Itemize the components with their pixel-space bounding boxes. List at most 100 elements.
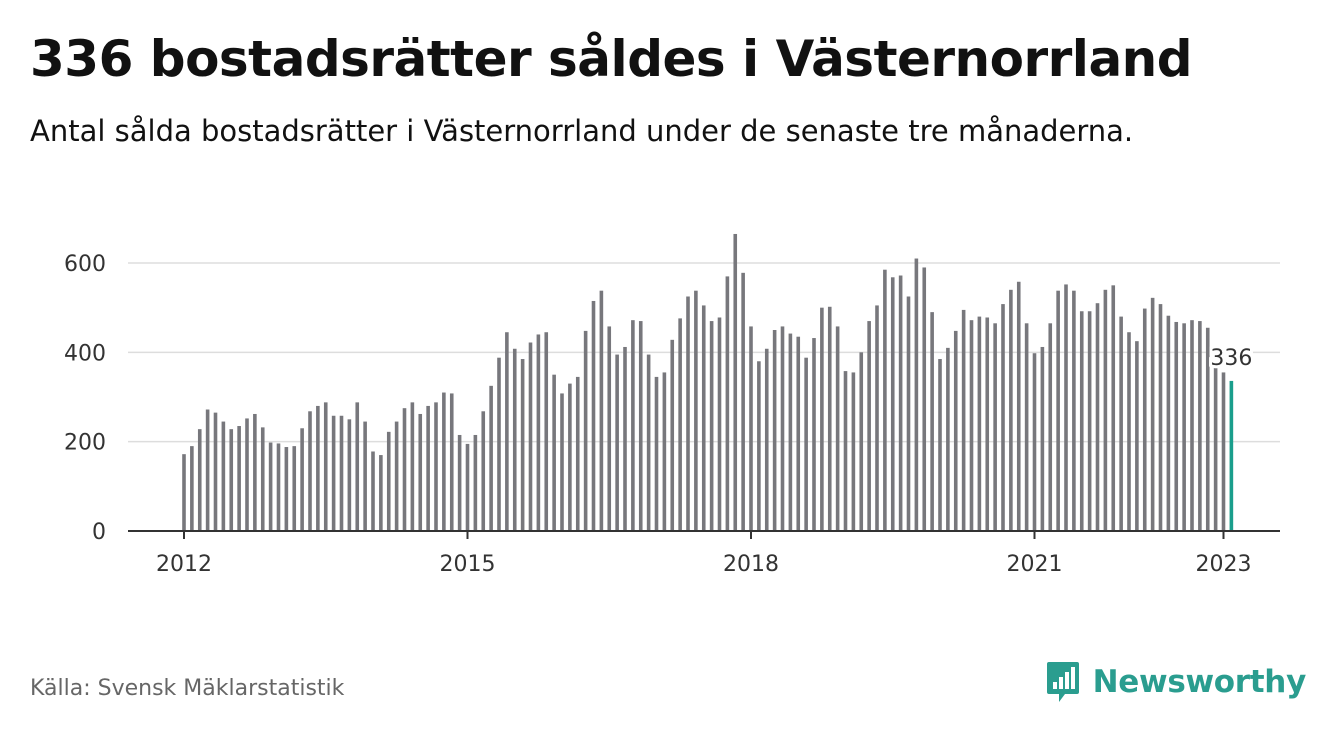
latest-value-label: 336 xyxy=(1210,346,1252,371)
bar xyxy=(182,454,186,531)
bar xyxy=(292,446,297,531)
bar xyxy=(638,321,643,531)
bar xyxy=(434,402,438,531)
bar xyxy=(268,442,273,531)
bar xyxy=(457,434,462,531)
bar xyxy=(575,376,580,531)
bar xyxy=(883,269,887,531)
bar xyxy=(1087,311,1092,531)
bar xyxy=(670,339,675,531)
x-tick-label: 2012 xyxy=(156,552,212,577)
bar xyxy=(371,451,375,531)
bar xyxy=(512,348,517,531)
bar xyxy=(552,374,556,531)
bar xyxy=(253,413,257,531)
bar xyxy=(851,372,856,531)
bar xyxy=(363,421,367,531)
bar xyxy=(1009,289,1013,531)
bar xyxy=(418,413,423,531)
chart-subtitle: Antal sålda bostadsrätter i Västernorrla… xyxy=(30,114,1134,148)
bar xyxy=(725,276,730,531)
x-tick-label: 2021 xyxy=(1007,552,1063,577)
brand-name: Newsworthy xyxy=(1092,664,1307,700)
bar xyxy=(229,429,234,531)
x-tick-label: 2018 xyxy=(723,552,779,577)
bar xyxy=(1032,353,1037,531)
bar xyxy=(780,326,785,531)
bar xyxy=(599,290,604,531)
bar xyxy=(662,372,667,531)
bar xyxy=(1079,311,1084,531)
bar xyxy=(284,447,289,531)
bar xyxy=(701,305,706,531)
bar xyxy=(1127,332,1131,531)
bar xyxy=(560,393,564,531)
bar xyxy=(1072,290,1076,531)
bar xyxy=(1095,303,1100,531)
y-axis: 0 200 400 600 xyxy=(64,252,106,545)
bar xyxy=(520,359,525,531)
bar xyxy=(1150,297,1155,531)
bar xyxy=(505,332,509,531)
bar xyxy=(733,233,738,531)
bar xyxy=(890,277,895,531)
bar xyxy=(827,306,832,531)
bar xyxy=(568,383,572,531)
bar xyxy=(331,415,336,531)
bar xyxy=(772,330,777,531)
bar xyxy=(213,412,218,531)
bar xyxy=(843,371,848,531)
bar xyxy=(1182,323,1186,531)
bar xyxy=(1142,308,1147,531)
bar xyxy=(355,402,360,531)
bar xyxy=(764,348,769,531)
bar xyxy=(804,357,808,531)
bar xyxy=(646,354,651,531)
bar xyxy=(1135,341,1139,531)
bar xyxy=(796,336,801,531)
bar xyxy=(386,431,391,531)
x-axis: 2012 2015 2018 2021 2023 xyxy=(156,531,1252,577)
bar xyxy=(442,392,446,531)
bar xyxy=(536,334,541,531)
bar xyxy=(197,429,202,531)
bar xyxy=(190,446,194,531)
bar xyxy=(1158,304,1163,531)
bar xyxy=(260,427,265,531)
bar xyxy=(379,455,383,531)
bar-series xyxy=(128,233,1280,532)
bar xyxy=(961,309,966,531)
bar xyxy=(1064,284,1068,531)
bar xyxy=(607,326,612,531)
bar xyxy=(686,296,690,531)
bar xyxy=(835,326,840,531)
bar xyxy=(221,421,226,531)
bar xyxy=(906,296,911,531)
bar xyxy=(623,346,627,531)
bar xyxy=(757,361,761,531)
bar xyxy=(489,385,493,531)
bar xyxy=(875,305,879,531)
bar xyxy=(717,317,722,531)
bar xyxy=(1166,315,1171,531)
bar xyxy=(930,312,934,531)
bar xyxy=(749,326,753,531)
bar xyxy=(410,402,415,531)
bar xyxy=(237,426,241,531)
chart-title: 336 bostadsrätter såldes i Västernorrlan… xyxy=(30,30,1193,88)
y-tick-label: 600 xyxy=(64,252,106,277)
bar xyxy=(347,419,352,531)
bar xyxy=(544,332,549,531)
y-tick-label: 200 xyxy=(64,431,106,456)
bar xyxy=(914,258,919,531)
y-tick-label: 400 xyxy=(64,341,106,366)
bar xyxy=(426,405,430,531)
bar xyxy=(1111,285,1116,531)
brand-logo: Newsworthy xyxy=(1045,660,1306,704)
bar xyxy=(473,434,478,531)
bar xyxy=(323,402,328,531)
bar xyxy=(1190,320,1194,531)
bar xyxy=(938,359,942,531)
bar xyxy=(276,443,281,531)
